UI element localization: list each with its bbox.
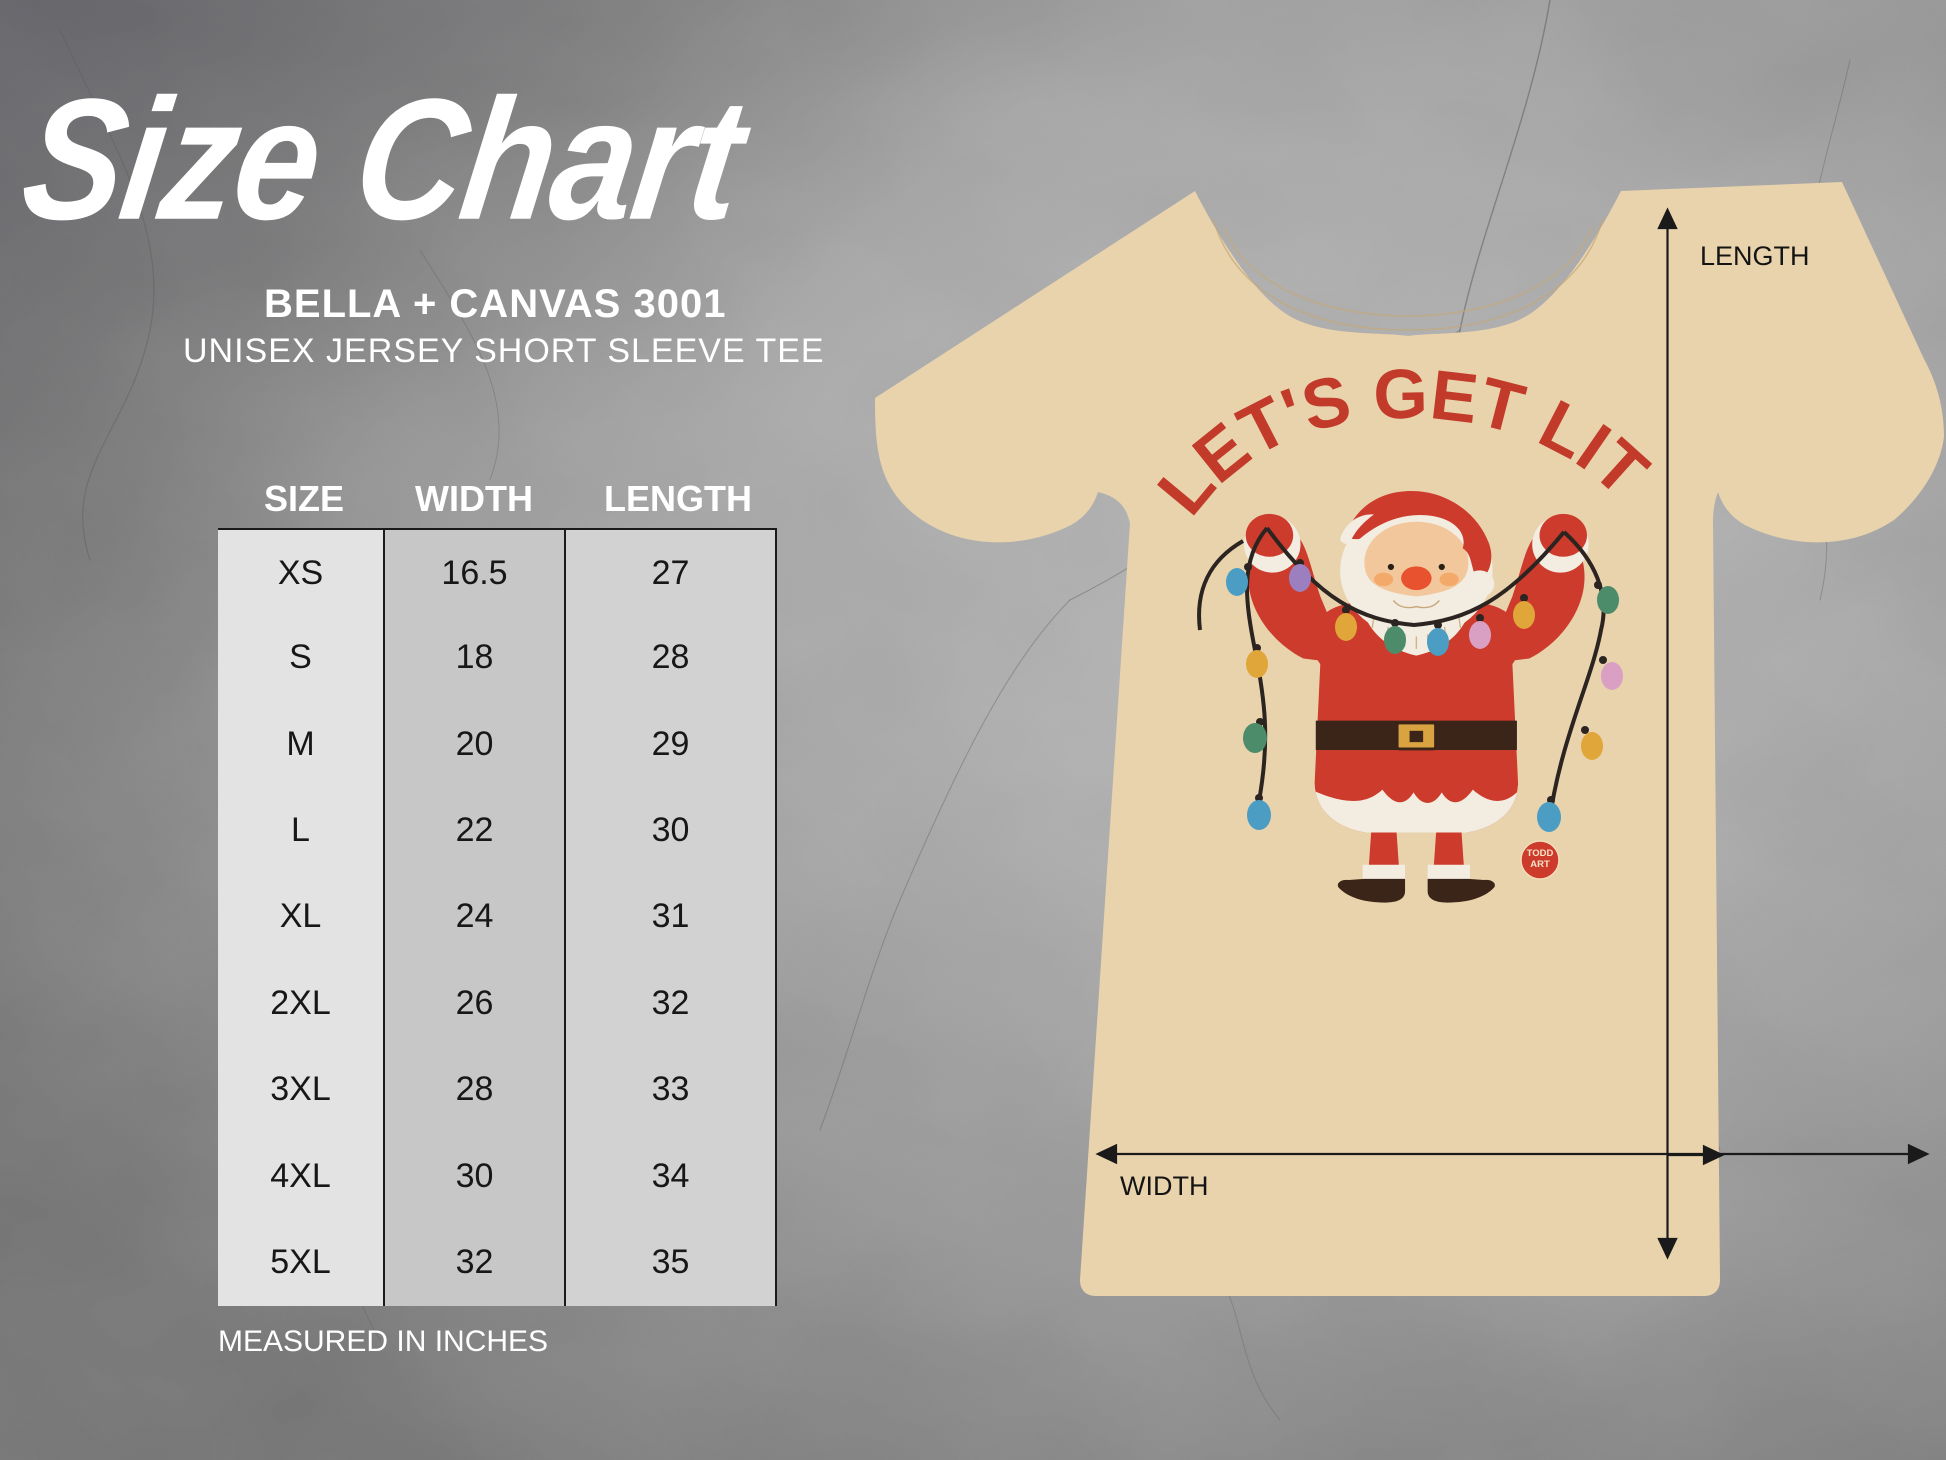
svg-text:WIDTH: WIDTH <box>1120 1171 1208 1201</box>
svg-text:LENGTH: LENGTH <box>1700 241 1810 271</box>
svg-text:ART: ART <box>1530 859 1550 870</box>
svg-text:TODD: TODD <box>1527 848 1554 859</box>
